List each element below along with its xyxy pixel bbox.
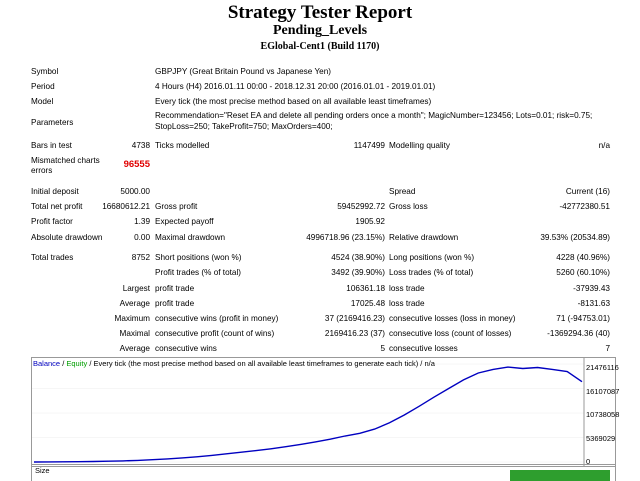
gross-profit-value: 59452992.72 [337, 202, 385, 211]
largest-label: Largest [122, 284, 150, 293]
relative-drawdown-value: 39.53% (20534.89) [540, 233, 610, 242]
maximal-cons-profit-value: 2169416.23 (37) [324, 329, 385, 338]
size-panel-label: Size [35, 466, 50, 475]
max-cons-wins-label: consecutive wins (profit in money) [155, 314, 279, 323]
profit-factor-value: 1.39 [134, 217, 150, 226]
report-title: Strategy Tester Report [227, 2, 413, 23]
chart-header-description: / Every tick (the most precise method ba… [87, 359, 435, 368]
chart-legend-balance: Balance [33, 359, 61, 368]
maximal-cons-loss-label: consecutive loss (count of losses) [389, 329, 512, 338]
quality-value: n/a [598, 141, 610, 150]
long-positions-label: Long positions (won %) [389, 253, 475, 262]
period-value: 4 Hours (H4) 2016.01.11 00:00 - 2018.12.… [155, 82, 436, 91]
maximal-drawdown-label: Maximal drawdown [155, 233, 226, 242]
y-tick-label: 5369029 [586, 434, 616, 443]
gross-loss-label: Gross loss [389, 202, 428, 211]
maximal-drawdown-value: 4996718.96 (23.15%) [306, 233, 385, 242]
ea-name: Pending_Levels [272, 23, 368, 38]
size-volume-bars [510, 470, 610, 481]
average-loss-label: loss trade [389, 299, 425, 308]
maximal-cons-loss-value: -1369294.36 (40) [547, 329, 610, 338]
gross-loss-value: -42772380.51 [559, 202, 610, 211]
total-trades-value: 8752 [131, 253, 150, 262]
largest-loss-label: loss trade [389, 284, 425, 293]
expected-payoff-label: Expected payoff [155, 217, 214, 226]
y-tick-label: 21476116 [586, 363, 619, 372]
avg-cons-losses-label: consecutive losses [389, 344, 458, 353]
symbol-value: GBPJPY (Great Britain Pound vs Japanese … [155, 67, 331, 76]
period-label: Period [31, 82, 55, 91]
y-tick-label: 0 [586, 457, 591, 466]
largest-profit-value: 106361.18 [346, 284, 385, 293]
chart-header: Balance / Equity / Every tick (the most … [33, 359, 435, 368]
model-value: Every tick (the most precise method base… [155, 97, 432, 106]
quality-label: Modelling quality [389, 141, 450, 150]
loss-trades-value: 5260 (60.10%) [556, 268, 610, 277]
server-name: EGlobal-Cent1 (Build 1170) [260, 41, 380, 52]
profit-trades-value: 3492 (39.90%) [331, 268, 385, 277]
average-loss-value: -8131.63 [577, 299, 610, 308]
profit-trades-label: Profit trades (% of total) [155, 268, 242, 277]
relative-drawdown-label: Relative drawdown [389, 233, 459, 242]
max-cons-wins-value: 37 (2169416.23) [324, 314, 385, 323]
ticks-label: Ticks modelled [155, 141, 210, 150]
max-cons-losses-label: consecutive losses (loss in money) [389, 314, 516, 323]
average-cons-label: Average [119, 344, 150, 353]
gross-profit-label: Gross profit [155, 202, 198, 211]
profit-factor-label: Profit factor [31, 217, 73, 226]
short-positions-value: 4524 (38.90%) [331, 253, 385, 262]
average-label: Average [119, 299, 150, 308]
average-profit-label: profit trade [155, 299, 195, 308]
parameters-label: Parameters [31, 118, 74, 127]
y-tick-label: 10738058 [586, 410, 620, 419]
y-tick-label: 16107087 [586, 387, 620, 396]
symbol-label: Symbol [31, 67, 59, 76]
spread-value: Current (16) [565, 187, 610, 196]
initial-deposit-label: Initial deposit [31, 187, 79, 196]
initial-deposit-value: 5000.00 [120, 187, 150, 196]
parameters-value-line2: StopLoss=250; TakeProfit=750; MaxOrders=… [155, 122, 333, 131]
bars-label: Bars in test [31, 141, 72, 150]
max-cons-losses-value: 71 (-94753.01) [556, 314, 610, 323]
mismatch-label-1: Mismatched charts [31, 156, 100, 165]
maximal-label: Maximal [119, 329, 150, 338]
absolute-drawdown-label: Absolute drawdown [31, 233, 103, 242]
size-panel: Size [31, 464, 616, 481]
ticks-value: 1147499 [353, 141, 385, 150]
balance-series-line [33, 366, 583, 463]
avg-cons-wins-label: consecutive wins [155, 344, 217, 353]
balance-chart-svg [32, 358, 585, 466]
maximal-cons-profit-label: consecutive profit (count of wins) [155, 329, 275, 338]
largest-profit-label: profit trade [155, 284, 195, 293]
mismatch-value: 96555 [123, 159, 150, 170]
balance-chart [31, 357, 616, 467]
loss-trades-label: Loss trades (% of total) [389, 268, 474, 277]
net-profit-label: Total net profit [31, 202, 83, 211]
chart-legend-equity: Equity [66, 359, 88, 368]
avg-cons-wins-value: 5 [380, 344, 385, 353]
avg-cons-losses-value: 7 [605, 344, 610, 353]
largest-loss-value: -37939.43 [573, 284, 610, 293]
mismatch-label-2: errors [31, 166, 53, 175]
long-positions-value: 4228 (40.96%) [556, 253, 610, 262]
spread-label: Spread [389, 187, 416, 196]
short-positions-label: Short positions (won %) [155, 253, 242, 262]
net-profit-value: 16680612.21 [102, 202, 150, 211]
average-profit-value: 17025.48 [350, 299, 385, 308]
total-trades-label: Total trades [31, 253, 74, 262]
maximum-label: Maximum [114, 314, 150, 323]
bars-value: 4738 [131, 141, 150, 150]
absolute-drawdown-value: 0.00 [134, 233, 150, 242]
expected-payoff-value: 1905.92 [355, 217, 385, 226]
chart-legend-separator: / [60, 359, 67, 368]
model-label: Model [31, 97, 54, 106]
parameters-value-line1: Recommendation="Reset EA and delete all … [155, 111, 593, 120]
